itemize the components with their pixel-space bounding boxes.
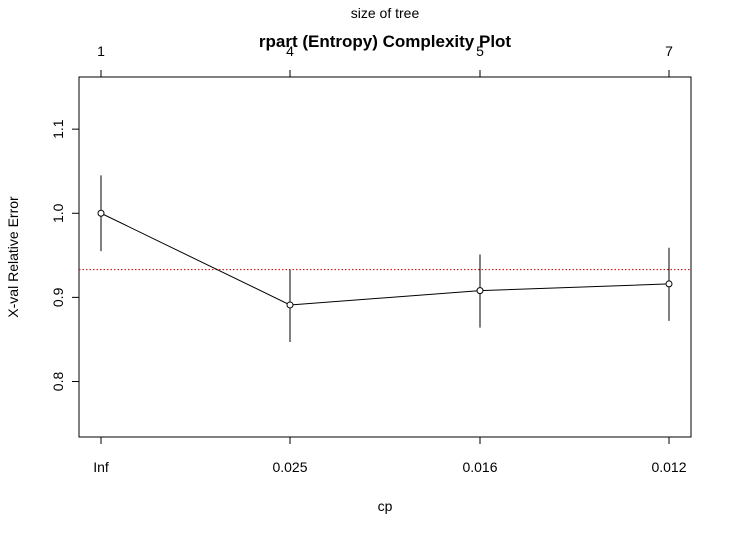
- x-tick-label: 0.016: [462, 459, 497, 475]
- data-point: [97, 209, 105, 217]
- y-tick-label: 1.0: [50, 203, 66, 223]
- chart-title: rpart (Entropy) Complexity Plot: [259, 32, 512, 51]
- data-point: [476, 287, 484, 295]
- y-tick-label: 0.9: [50, 287, 66, 307]
- top-axis-title: size of tree: [351, 5, 420, 21]
- plot-box: [78, 76, 692, 438]
- x-tick-label: 0.025: [272, 459, 307, 475]
- x-tick-label: Inf: [93, 459, 109, 475]
- series-line: [100, 212, 670, 306]
- y-axis-title: X-val Relative Error: [5, 196, 21, 318]
- x-axis-title: cp: [378, 498, 393, 514]
- y-tick-label: 1.1: [50, 119, 66, 139]
- top-tick-label: 7: [665, 43, 673, 59]
- y-tick-label: 0.8: [50, 372, 66, 392]
- top-tick-label: 4: [286, 43, 294, 59]
- top-tick-label: 5: [476, 43, 484, 59]
- x-tick-label: 0.012: [651, 459, 686, 475]
- data-point: [665, 280, 673, 288]
- data-point: [286, 301, 294, 309]
- top-tick-label: 1: [97, 43, 105, 59]
